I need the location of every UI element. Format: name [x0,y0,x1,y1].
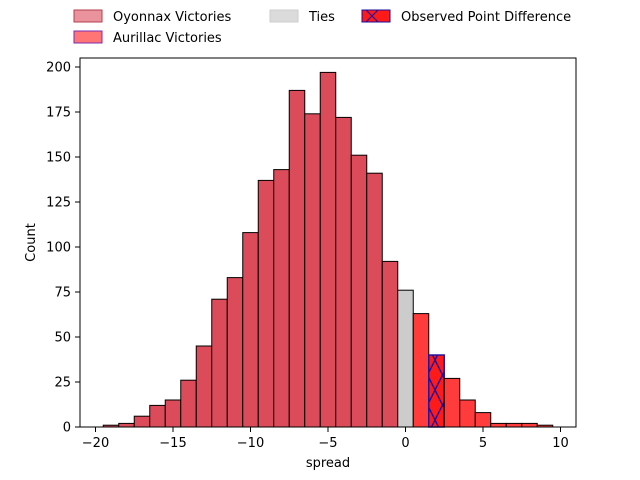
histogram-bar-12 [288,89,306,428]
histogram-bar-15 [335,116,352,428]
histogram-bar-14 [319,71,337,428]
y-tick-label: 200 [46,61,71,76]
x-tick-label: −10 [237,436,264,451]
histogram-bar-27 [521,422,538,428]
y-axis-label: Count [24,223,39,262]
histogram-bar-8 [226,277,244,428]
legend-swatch [73,9,103,23]
histogram-bar-11 [273,169,290,428]
histogram-bar-18 [381,260,399,428]
x-axis: −20 −15 −10 −5 0 5 10 [82,427,569,451]
histogram-bar-4 [164,399,182,428]
x-tick-label: 0 [401,436,409,451]
histogram-bar-20 [412,313,430,428]
legend-item-ties: Ties [269,9,335,25]
y-tick-label: 0 [63,421,71,436]
histogram-bar-13 [304,113,321,428]
legend-item-aurillac: Aurillac Victories [73,30,222,46]
histogram-bar-24 [474,412,492,428]
histogram-bar-26 [505,422,523,428]
x-tick-label: 5 [479,436,487,451]
histogram-bar-17 [366,172,383,428]
legend-label: Oyonnax Victories [113,10,232,25]
histogram-bar-2 [133,415,151,428]
x-tick-label: −5 [318,436,337,451]
x-tick-label: −15 [159,436,186,451]
y-tick-label: 150 [46,151,71,166]
y-tick-label: 125 [46,196,71,211]
bars-group [102,71,554,428]
legend-label: Ties [308,10,335,25]
legend-label: Aurillac Victories [113,31,222,46]
legend-hatch [365,9,379,23]
legend-swatch [269,9,299,23]
x-tick-label: −20 [82,436,109,451]
y-tick-label: 100 [46,241,71,256]
y-axis: 0 25 50 75 100 125 150 175 200 [46,61,80,436]
x-tick-label: 10 [552,436,569,451]
legend-label: Observed Point Difference [401,10,571,25]
histogram-bar-22 [443,377,461,428]
histogram-bar-19 [397,289,414,428]
histogram-bar-9 [242,232,259,428]
histogram-bar-6 [195,345,213,428]
y-tick-label: 75 [54,286,71,301]
legend-item-observed: Observed Point Difference [361,9,571,25]
histogram-bar-7 [211,298,228,428]
histogram-bar-3 [149,404,166,428]
legend: Oyonnax Victories Aurillac Victories Ties O… [73,9,571,46]
y-tick-label: 175 [46,106,71,121]
histogram-bar-16 [350,154,368,428]
histogram-bar-1 [118,422,135,428]
y-tick-label: 25 [54,376,71,391]
histogram-bar-23 [459,399,476,428]
observed-hatch [428,355,445,427]
x-axis-label: spread [306,456,350,471]
histogram-bar-25 [490,422,507,428]
histogram-bar-10 [257,179,275,428]
legend-item-oyonnax: Oyonnax Victories [73,9,232,25]
histogram-bar-5 [180,379,197,428]
y-tick-label: 50 [54,331,71,346]
legend-swatch [73,30,103,44]
